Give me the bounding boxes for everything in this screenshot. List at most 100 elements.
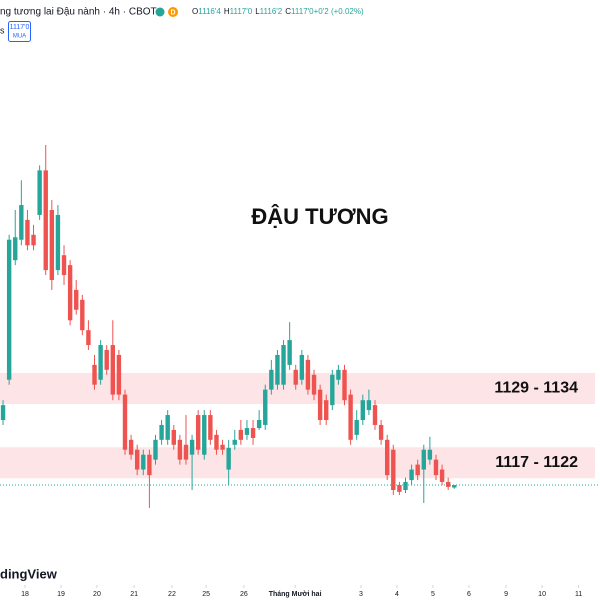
candle-body bbox=[116, 354, 122, 395]
x-tick-label: 21 bbox=[130, 591, 138, 598]
candle-body bbox=[19, 205, 24, 240]
x-tick-label: 9 bbox=[504, 591, 508, 598]
x-tick-label: 3 bbox=[359, 591, 363, 598]
x-tick-label: 18 bbox=[21, 591, 29, 598]
x-tick-label: 10 bbox=[538, 591, 546, 598]
candle-body bbox=[384, 439, 390, 476]
candle-body bbox=[256, 420, 262, 429]
candle-body bbox=[220, 444, 225, 450]
x-tick-label: 5 bbox=[431, 591, 435, 598]
candle-body bbox=[177, 439, 183, 460]
candle-body bbox=[202, 415, 207, 455]
candle-body bbox=[293, 369, 298, 385]
candle-body bbox=[311, 374, 317, 395]
candle-body bbox=[153, 439, 158, 460]
candles bbox=[0, 144, 600, 508]
candle-body bbox=[189, 439, 195, 455]
candle-body bbox=[122, 394, 128, 450]
candle-body bbox=[134, 449, 140, 470]
candle-body bbox=[183, 444, 189, 460]
candle-body bbox=[263, 389, 268, 425]
candle-body bbox=[324, 400, 329, 420]
candle-body bbox=[275, 354, 280, 385]
zone-label: 1117 - 1122 bbox=[495, 454, 578, 471]
candle-body bbox=[445, 481, 451, 487]
price-box[interactable] bbox=[8, 21, 31, 42]
candle-body bbox=[269, 369, 274, 390]
candle-body bbox=[372, 405, 378, 425]
candle-body bbox=[287, 340, 292, 365]
status-dot bbox=[155, 7, 165, 17]
candle-body bbox=[86, 330, 91, 346]
x-tick-label: 19 bbox=[57, 591, 65, 598]
ohlc-value: 1117'0 bbox=[230, 7, 253, 16]
x-tick-label: 4 bbox=[395, 591, 399, 598]
x-tick-label: 11 bbox=[575, 591, 582, 598]
candle-body bbox=[299, 354, 305, 380]
candle-body bbox=[98, 345, 103, 380]
candle-body bbox=[427, 449, 433, 460]
ohlc-label: L bbox=[255, 7, 260, 16]
candle-body bbox=[238, 429, 244, 440]
candle-body bbox=[208, 415, 213, 440]
candle-body bbox=[214, 434, 219, 450]
candle-body bbox=[31, 234, 36, 246]
x-tick-label: 25 bbox=[202, 591, 210, 598]
candle-body bbox=[104, 350, 109, 370]
ohlc-value: +0'2 (+0.02%) bbox=[314, 7, 364, 16]
ohlc-label: O bbox=[192, 7, 198, 16]
cut-text: s bbox=[0, 25, 5, 35]
candle-body bbox=[13, 237, 18, 261]
candle-body bbox=[0, 405, 6, 420]
zone bbox=[0, 447, 595, 479]
candle-body bbox=[37, 170, 42, 215]
watermark: dingView bbox=[0, 566, 58, 581]
ohlc-value: 1117'0 bbox=[291, 7, 314, 16]
zones: 1129 - 1134 1117 - 1122 bbox=[0, 372, 595, 479]
candle-body bbox=[6, 239, 12, 380]
candle-body bbox=[317, 389, 323, 420]
x-tick-label: 26 bbox=[240, 591, 248, 598]
candle-body bbox=[49, 210, 55, 280]
candle-body bbox=[232, 439, 237, 445]
candle-body bbox=[348, 394, 353, 440]
candle-body bbox=[439, 469, 445, 482]
chart-title: ĐẬU TƯƠNG bbox=[251, 204, 388, 229]
symbol: ng tương lai Đậu nành · 4h · CBOT bbox=[0, 7, 157, 18]
candle-body bbox=[452, 485, 457, 488]
candle-body bbox=[226, 447, 231, 470]
x-tick-label: 20 bbox=[93, 591, 101, 598]
ohlc-value: 1116'2 bbox=[260, 7, 283, 16]
price-box-action[interactable]: MUA bbox=[13, 34, 26, 40]
x-tick-label: Tháng Mười hai bbox=[269, 591, 322, 598]
candle-body bbox=[25, 219, 30, 246]
candle-body bbox=[421, 449, 426, 470]
candle-body bbox=[397, 485, 402, 492]
candle-body bbox=[281, 345, 286, 385]
candle-body bbox=[391, 449, 396, 490]
x-tick-label: 6 bbox=[467, 591, 471, 598]
price-box-value[interactable]: 1117'0 bbox=[10, 24, 30, 31]
candle-body bbox=[305, 359, 311, 390]
candle-body bbox=[165, 415, 170, 440]
candle-body bbox=[67, 265, 73, 321]
zone-label: 1129 - 1134 bbox=[494, 380, 578, 397]
candle-body bbox=[378, 424, 384, 440]
candle-body bbox=[128, 439, 134, 455]
candle-body bbox=[171, 429, 176, 445]
candle-body bbox=[244, 428, 250, 435]
candle-body bbox=[366, 400, 372, 411]
candle-body bbox=[342, 369, 347, 401]
x-tick-label: 22 bbox=[168, 591, 176, 598]
candle-body bbox=[110, 345, 116, 395]
x-axis: 18 19 20 21 22 25 26 Tháng Mười hai 3 4 5 6 9 10 11 bbox=[21, 585, 582, 598]
candle-body bbox=[80, 299, 85, 331]
candle-body bbox=[354, 420, 359, 435]
candle-body bbox=[330, 374, 335, 406]
candle-body bbox=[336, 369, 341, 380]
candle-body bbox=[92, 364, 97, 385]
ohlc-label: H bbox=[224, 7, 230, 16]
badge: D bbox=[170, 9, 175, 16]
